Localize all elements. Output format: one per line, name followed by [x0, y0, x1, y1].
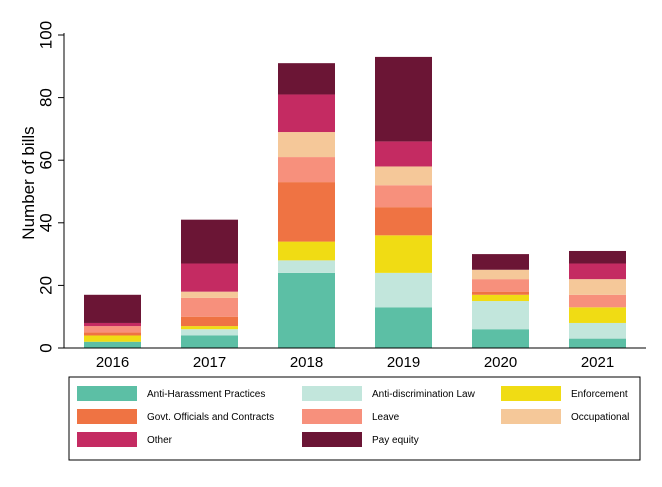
bar-segment [569, 322, 626, 339]
legend-label: Anti-discrimination Law [372, 389, 476, 400]
x-tick-label: 2016 [96, 354, 129, 371]
bar-segment [84, 332, 141, 336]
legend-label: Occupational [571, 412, 629, 423]
bars-layer [84, 56, 626, 348]
bar-segment [181, 316, 238, 327]
legend: Anti-Harassment Practices Anti-discrimina… [68, 376, 641, 461]
legend-swatch [302, 432, 362, 447]
bar-segment [375, 207, 432, 236]
bar-segment [84, 294, 141, 323]
bar-segment [569, 263, 626, 280]
x-tick-label: 2019 [387, 354, 420, 371]
bar-segment [569, 294, 626, 308]
x-tick-label: 2018 [290, 354, 323, 371]
bar-segment [569, 307, 626, 323]
bar-segment [278, 272, 335, 348]
axes-layer: 2016 2017 2018 2019 2020 2021 0 20 40 60 80 100 [36, 21, 646, 371]
legend-label: Govt. Officials and Contracts [147, 412, 274, 423]
bar-segment [278, 157, 335, 183]
x-tick-label: 2020 [484, 354, 517, 371]
bar-segment [181, 335, 238, 348]
y-tick-label: 80 [36, 88, 55, 107]
bar-segment [375, 307, 432, 348]
bar-segment [375, 141, 432, 167]
bar-segment [84, 341, 141, 348]
bar-segment [278, 94, 335, 133]
bar-segment [375, 235, 432, 273]
bar-segment [375, 272, 432, 308]
legend-label: Leave [372, 412, 400, 423]
bar-segment [569, 250, 626, 264]
bar-segment [181, 219, 238, 264]
legend-swatch [77, 409, 137, 424]
bar-segment [472, 254, 529, 270]
bar-segment [278, 260, 335, 273]
bar-segment [181, 326, 238, 330]
bar-segment [569, 279, 626, 295]
bar-segment [375, 166, 432, 186]
bar-segment [181, 329, 238, 336]
bar-segment [278, 182, 335, 242]
bar-segment [181, 291, 238, 298]
y-tick-label: 20 [36, 276, 55, 295]
x-tick-label: 2017 [193, 354, 226, 371]
y-tick-label: 60 [36, 151, 55, 170]
bar-segment [569, 338, 626, 348]
bar-segment [375, 56, 432, 142]
bar-segment [84, 322, 141, 327]
legend-swatch [501, 386, 561, 401]
bar-segment [278, 132, 335, 158]
bar-segment [472, 291, 529, 295]
bar-segment [472, 294, 529, 302]
legend-label: Anti-Harassment Practices [147, 389, 265, 400]
legend-label: Pay equity [372, 435, 419, 446]
legend-swatch [77, 386, 137, 401]
bar-segment [181, 297, 238, 317]
y-axis-label: Number of bills [19, 126, 38, 239]
bar-segment [278, 241, 335, 261]
y-tick-label: 100 [36, 21, 55, 49]
legend-label: Enforcement [571, 389, 628, 400]
bar-segment [84, 335, 141, 342]
bar-segment [375, 185, 432, 208]
bar-segment [472, 269, 529, 280]
bar-segment [278, 63, 335, 95]
y-tick-label: 0 [36, 343, 55, 352]
legend-label: Other [147, 435, 173, 446]
legend-swatch [77, 432, 137, 447]
legend-swatch [501, 409, 561, 424]
x-tick-label: 2021 [581, 354, 614, 371]
legend-swatch [302, 386, 362, 401]
bar-segment [472, 301, 529, 330]
bar-segment [472, 329, 529, 348]
bar-segment [84, 326, 141, 333]
y-tick-label: 40 [36, 213, 55, 232]
bar-segment [472, 279, 529, 292]
bar-segment [181, 263, 238, 292]
legend-swatch [302, 409, 362, 424]
